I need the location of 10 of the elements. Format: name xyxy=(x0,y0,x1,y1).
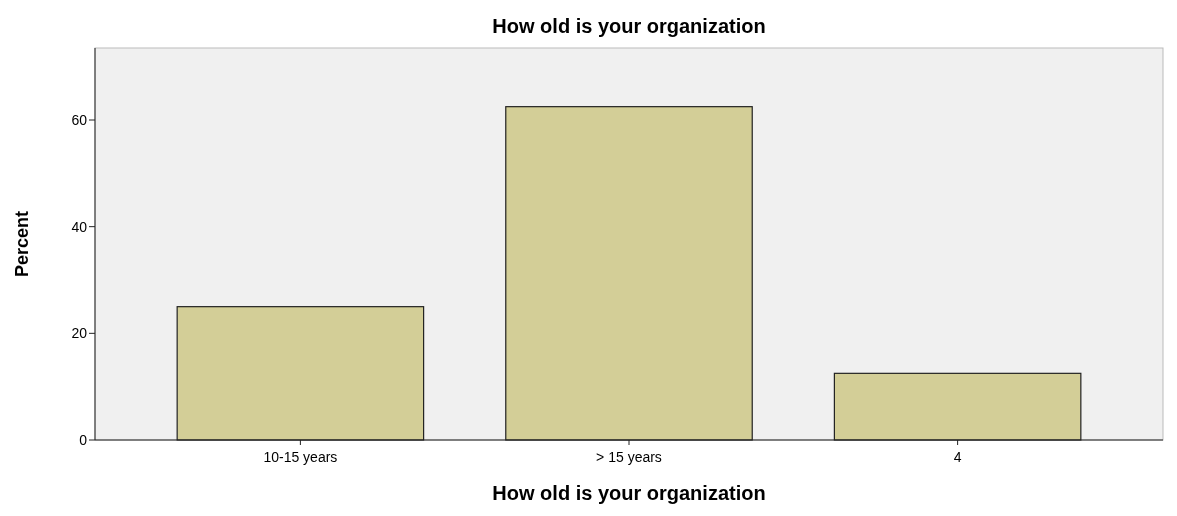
y-tick-label: 40 xyxy=(71,218,88,235)
x-tick-label: > 15 years xyxy=(596,449,662,465)
y-tick-label: 60 xyxy=(71,111,88,128)
y-axis-title: Percent xyxy=(12,210,32,278)
x-axis-title: How old is your organization xyxy=(492,482,766,504)
x-tick-label: 4 xyxy=(953,449,962,465)
chart-title: How old is your organization xyxy=(492,15,766,37)
x-tick-label: 10-15 years xyxy=(263,449,338,465)
y-tick-label: 0 xyxy=(79,431,88,448)
y-tick-label: 20 xyxy=(71,325,88,342)
